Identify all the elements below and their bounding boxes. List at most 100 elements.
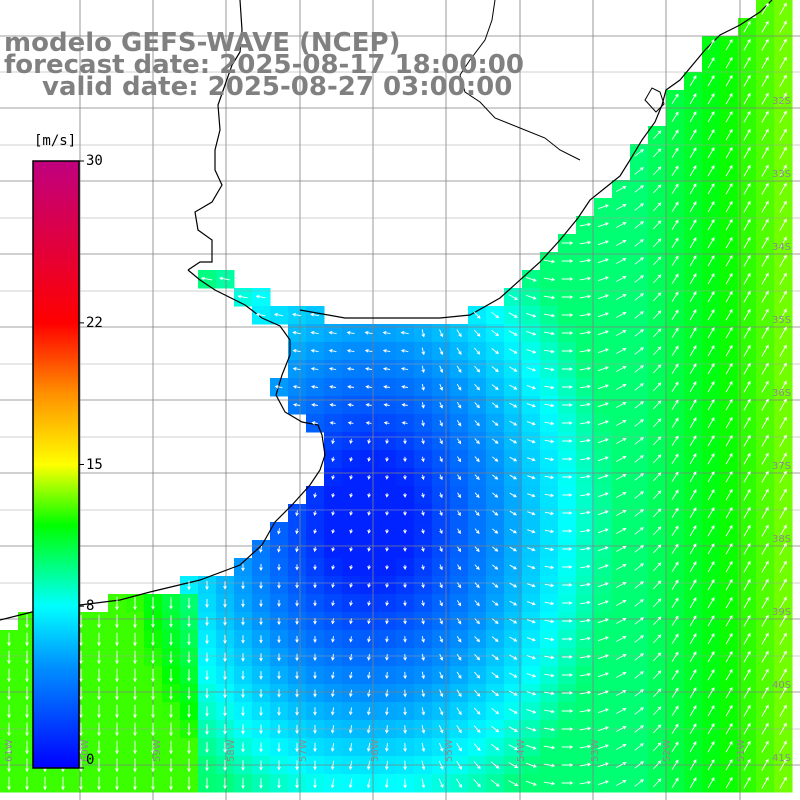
lon-label: 53W	[590, 739, 601, 762]
wind-arrow	[580, 492, 591, 497]
wind-arrow	[579, 780, 592, 785]
wind-arrow	[187, 651, 191, 664]
wind-arrow	[616, 384, 627, 390]
wind-arrow	[761, 2, 769, 15]
wind-arrow	[331, 600, 335, 607]
lat-label: 37S	[772, 461, 791, 472]
wind-arrow	[79, 632, 83, 647]
wind-arrow	[241, 760, 245, 771]
wind-arrow	[25, 740, 29, 755]
wind-arrow	[277, 689, 281, 698]
wind-arrow	[689, 201, 697, 213]
wind-arrow	[438, 778, 444, 789]
wind-arrow	[634, 599, 644, 607]
wind-arrow	[743, 596, 751, 609]
wind-arrow	[366, 742, 371, 752]
wind-arrow	[439, 365, 444, 374]
wind-arrow	[421, 600, 425, 607]
wind-arrow	[725, 489, 733, 501]
wind-arrow	[457, 546, 462, 553]
wind-arrow	[223, 670, 227, 681]
wind-arrow	[474, 636, 481, 643]
wind-arrow	[562, 475, 573, 479]
wind-arrow	[295, 707, 299, 716]
wind-arrow	[292, 330, 301, 335]
wind-arrow	[561, 277, 574, 281]
wind-arrow	[743, 290, 751, 303]
wind-arrow	[544, 691, 555, 696]
wind-arrow	[761, 236, 769, 249]
wind-arrow	[97, 758, 101, 773]
wind-arrow	[313, 582, 317, 589]
coastline-argentina	[0, 269, 326, 621]
wind-arrow	[779, 344, 787, 357]
wind-arrow	[241, 688, 245, 699]
wind-arrow	[580, 438, 591, 443]
wind-arrow	[725, 741, 733, 753]
wind-arrow	[310, 367, 319, 371]
wind-arrow	[384, 725, 389, 734]
wind-arrow	[295, 635, 299, 644]
wind-arrow	[761, 452, 769, 465]
wind-arrow	[527, 547, 536, 552]
wind-arrow	[348, 778, 353, 789]
wind-arrow	[439, 671, 444, 680]
wind-arrow	[652, 238, 662, 248]
wind-arrow	[707, 93, 715, 105]
wind-arrow	[401, 421, 408, 425]
wind-arrow	[25, 722, 29, 737]
wind-arrow	[277, 617, 281, 626]
wind-arrow	[579, 348, 592, 353]
wind-arrow	[439, 564, 443, 571]
wind-arrow	[367, 618, 371, 625]
wind-arrow	[292, 348, 301, 353]
wind-arrow	[525, 780, 537, 786]
wind-arrow	[439, 635, 443, 643]
wind-arrow	[671, 201, 679, 212]
wind-arrow	[634, 491, 644, 499]
wind-arrow	[689, 381, 697, 393]
wind-arrow	[671, 291, 679, 302]
wind-arrow	[151, 615, 155, 628]
wind-arrow	[743, 542, 751, 555]
wind-arrow	[508, 294, 519, 300]
wind-arrow	[689, 147, 697, 159]
wind-arrow	[779, 290, 787, 303]
wind-arrow	[689, 723, 697, 735]
wind-arrow	[331, 564, 335, 571]
wind-arrow	[474, 582, 480, 589]
wind-arrow	[456, 760, 462, 770]
wind-arrow	[761, 758, 769, 771]
wind-arrow	[205, 598, 209, 609]
wind-arrow	[580, 456, 591, 461]
wind-arrow	[562, 439, 573, 443]
wind-arrow	[223, 742, 227, 753]
wind-arrow	[562, 601, 573, 605]
wind-arrow	[761, 398, 769, 411]
wind-arrow	[439, 474, 443, 481]
wind-arrow	[634, 563, 644, 571]
wind-arrow	[761, 110, 769, 123]
wind-arrow	[671, 345, 679, 356]
wind-arrow	[438, 742, 444, 752]
wind-arrow	[509, 528, 518, 534]
wind-arrow	[779, 686, 787, 699]
wind-arrow	[365, 367, 373, 371]
wind-arrow	[652, 148, 662, 158]
lat-label: 35S	[772, 315, 791, 326]
wind-arrow	[652, 670, 662, 680]
wind-arrow	[292, 403, 301, 407]
wind-arrow	[527, 511, 536, 516]
wind-arrow	[403, 511, 407, 516]
wind-arrow	[439, 653, 444, 661]
wind-arrow	[385, 456, 389, 462]
wind-arrow	[367, 438, 371, 445]
wind-arrow	[61, 776, 65, 791]
wind-arrow	[761, 560, 769, 573]
wind-arrow	[743, 326, 751, 339]
wind-arrow	[544, 619, 555, 624]
lon-label: 57W	[298, 739, 309, 762]
wind-arrow	[725, 471, 733, 483]
wind-arrow	[474, 618, 480, 625]
